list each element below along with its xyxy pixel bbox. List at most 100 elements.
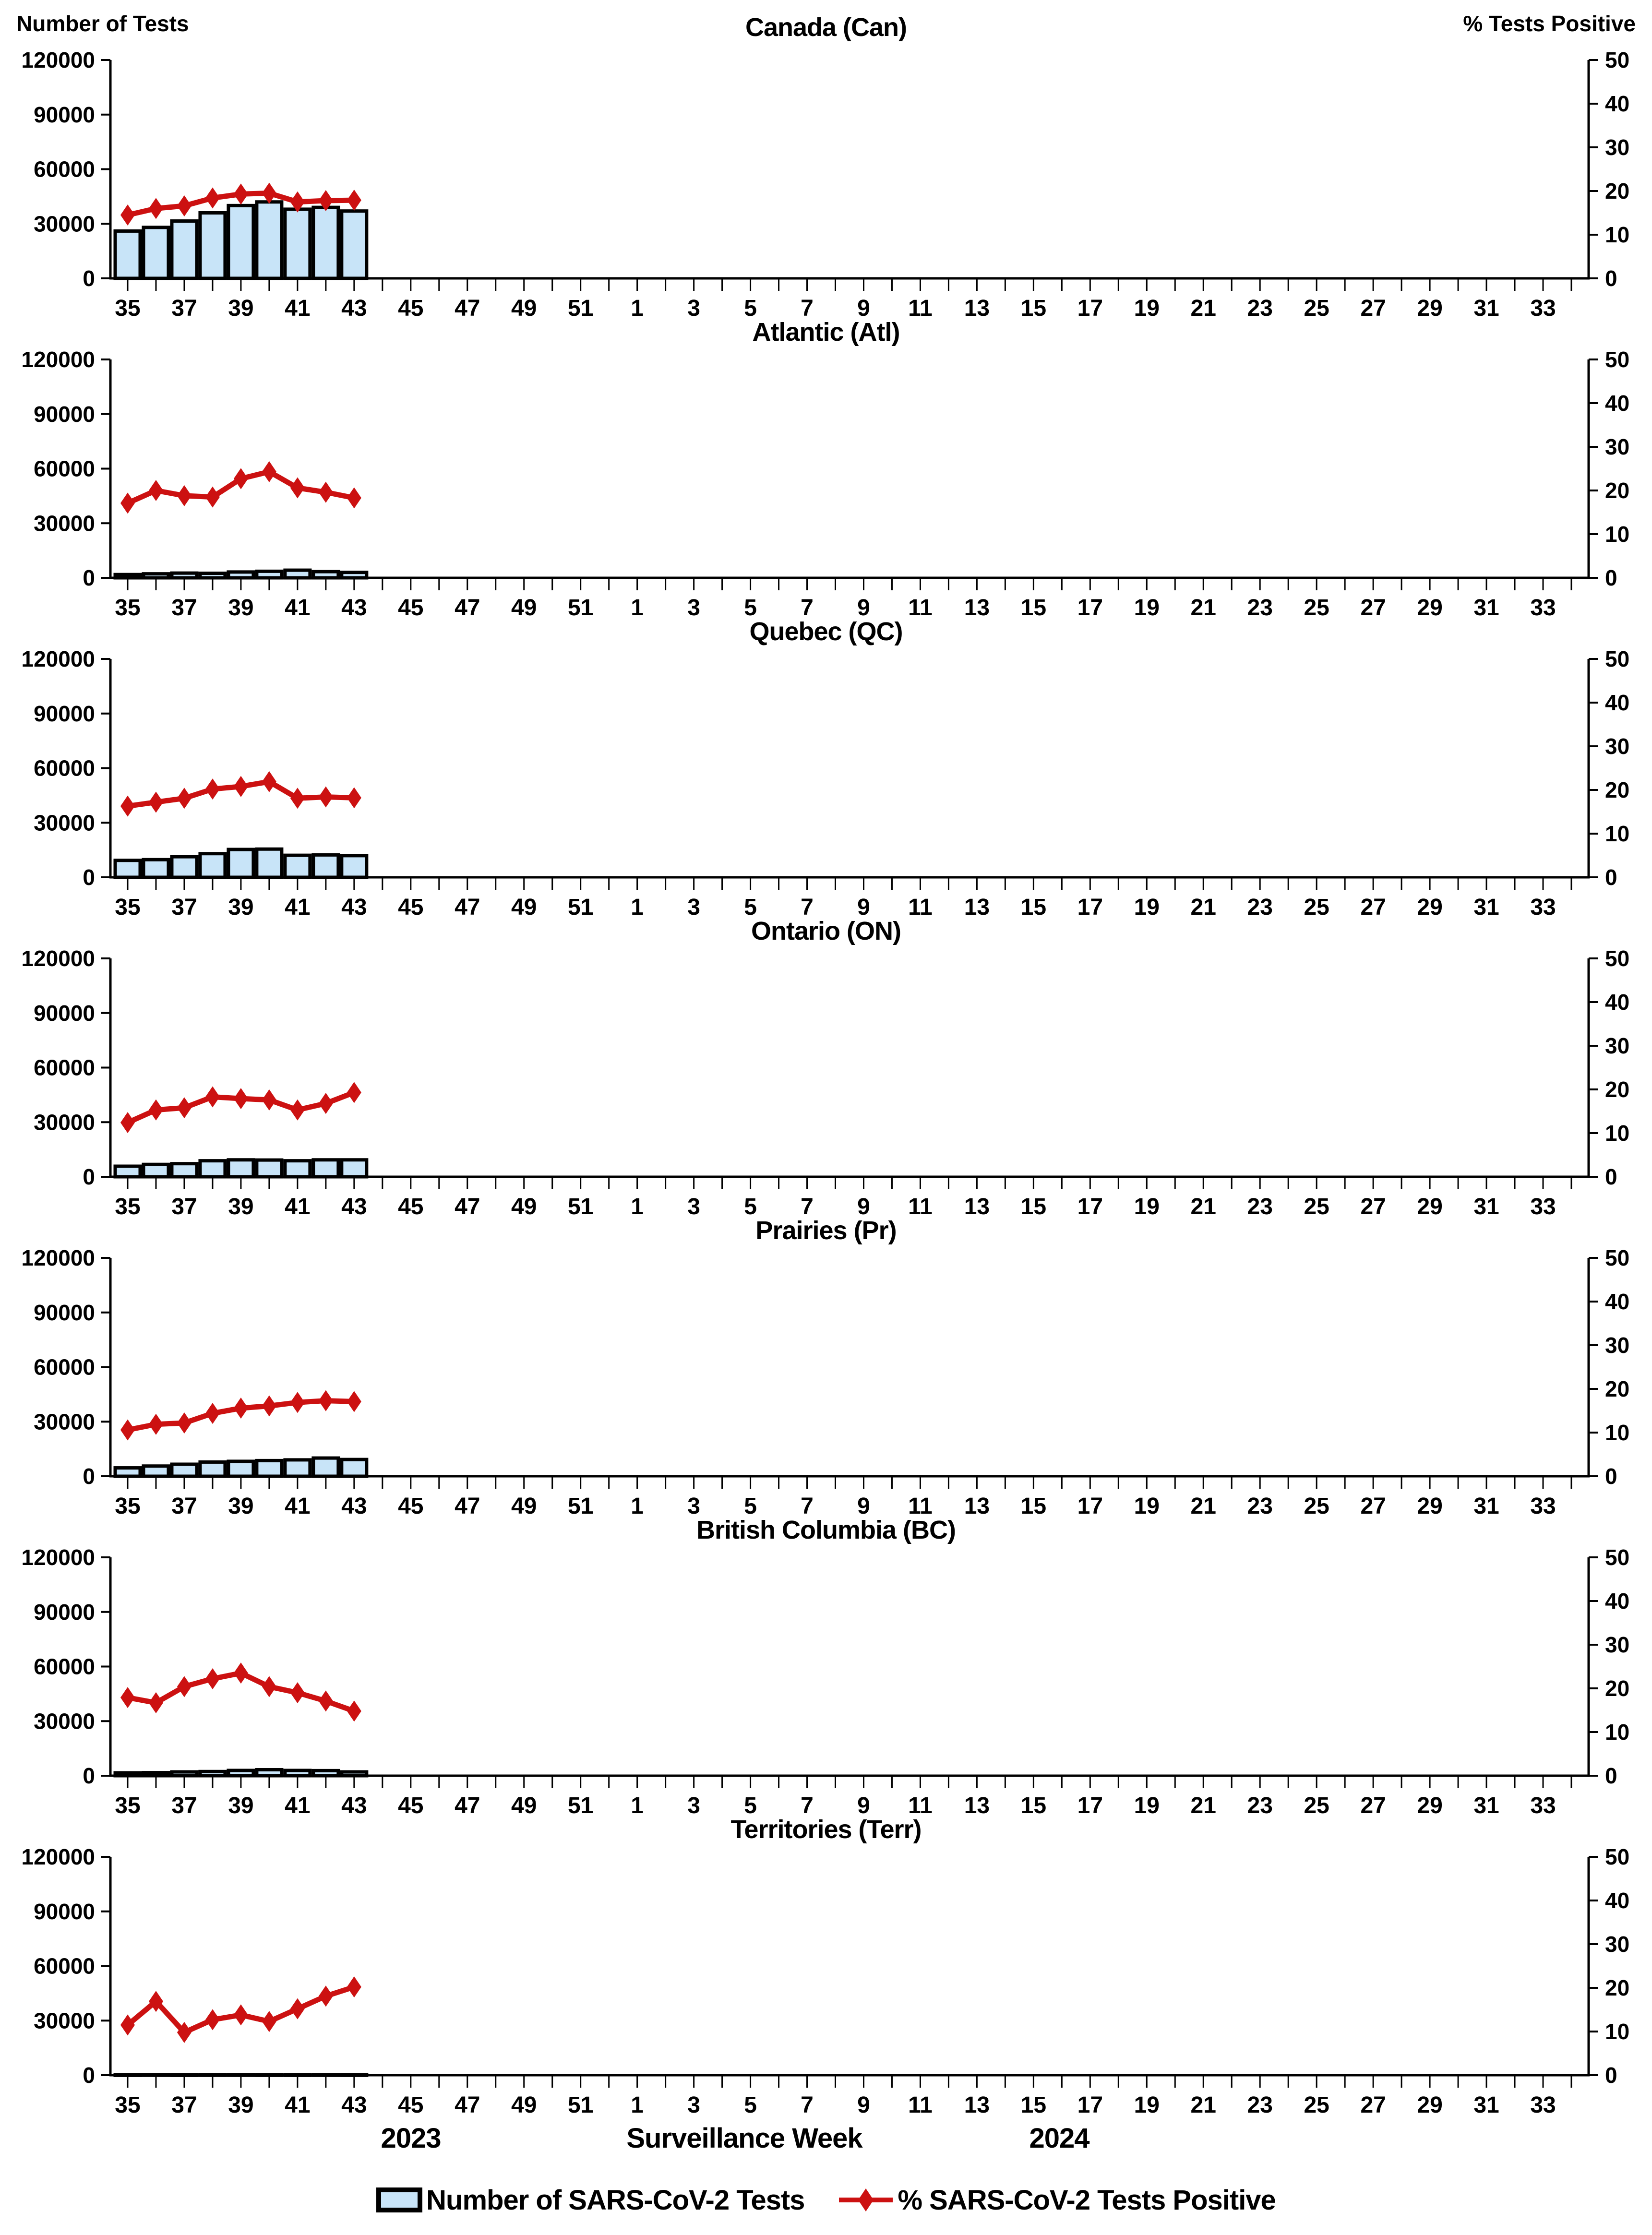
page-header: Number of Tests Canada (Can) % Tests Pos… [0,0,1652,48]
x-tick-label: 47 [455,1793,480,1814]
x-tick-label: 25 [1304,595,1329,616]
x-tick-label: 45 [398,1494,423,1515]
positivity-marker [318,190,333,212]
right-tick-label: 20 [1605,1376,1629,1401]
x-tick-label: 13 [964,1194,990,1215]
left-tick-label: 120000 [22,1246,96,1270]
x-tick-label: 3 [687,895,700,916]
x-tick-label: 37 [171,1194,197,1215]
x-tick-label: 49 [511,1494,537,1515]
tests-bar [227,1769,255,1778]
right-tick-label: 0 [1605,1464,1617,1489]
x-tick-label: 39 [228,1793,253,1814]
x-tick-label: 5 [744,595,757,616]
positivity-marker [318,1985,333,2007]
right-tick-label: 20 [1605,777,1629,802]
x-tick-label: 31 [1473,1194,1499,1215]
right-tick-label: 40 [1605,1888,1629,1913]
x-tick-label: 17 [1077,1793,1103,1814]
right-tick-label: 50 [1605,1246,1629,1270]
x-tick-label: 1 [631,296,644,317]
tests-bar [170,219,199,280]
x-tick-label: 25 [1304,1793,1329,1814]
x-tick-label: 27 [1360,1194,1386,1215]
x-tick-label: 51 [568,1793,593,1814]
tests-bar [113,1466,142,1478]
x-tick-label: 1 [631,1793,644,1814]
tests-bar [170,855,199,879]
x-tick-label: 19 [1134,595,1160,616]
x-tick-label: 45 [398,1793,423,1814]
x-tick-label: 39 [228,2092,253,2114]
x-tick-label: 39 [228,895,253,916]
x-tick-label: 5 [744,895,757,916]
x-tick-label: 3 [687,595,700,616]
positivity-marker [262,2011,276,2032]
x-tick-label: 13 [964,595,990,616]
x-tick-label: 31 [1473,1494,1499,1515]
x-tick-label: 41 [285,2092,310,2114]
x-tick-label: 35 [115,1194,140,1215]
right-tick-label: 30 [1605,135,1629,160]
positivity-marker [233,2004,248,2026]
left-tick-label: 60000 [34,1954,95,1979]
x-tick-label: 11 [908,595,933,616]
x-tick-label: 3 [687,1194,700,1215]
tests-bar [311,1158,340,1179]
x-tick-label: 23 [1247,895,1273,916]
x-tick-label: 33 [1530,1793,1556,1814]
right-tick-label: 20 [1605,1077,1629,1102]
tests-bar [311,205,340,280]
positivity-marker [120,2014,135,2036]
x-tick-label: 17 [1077,1194,1103,1215]
x-tick-label: 41 [285,1793,310,1814]
x-tick-label: 21 [1191,595,1216,616]
x-tick-label: 41 [285,296,310,317]
left-tick-label: 30000 [34,1409,95,1434]
positivity-marker [205,2009,220,2031]
x-tick-label: 11 [908,2092,933,2114]
positivity-marker [347,1700,361,1722]
tests-bar [283,207,312,280]
x-tick-label: 29 [1417,895,1442,916]
x-tick-label: 45 [398,296,423,317]
left-tick-label: 30000 [34,511,95,536]
x-tick-label: 13 [964,2092,990,2114]
x-tick-label: 25 [1304,296,1329,317]
x-tick-label: 7 [801,2092,814,2114]
positivity-marker [347,787,361,809]
right-tick-label: 10 [1605,1720,1629,1745]
right-tick-label: 40 [1605,391,1629,416]
x-tick-label: 7 [801,296,814,317]
positivity-marker [318,1390,333,1411]
x-tick-label: 49 [511,895,537,916]
x-tick-label: 35 [115,1793,140,1814]
x-tick-label: 9 [857,1793,870,1814]
x-tick-label: 37 [171,595,197,616]
x-tick-label: 19 [1134,2092,1160,2114]
positivity-marker [290,1392,305,1413]
x-tick-label: 7 [801,1494,814,1515]
tests-bar [142,572,170,580]
x-tick-label: 27 [1360,1494,1386,1515]
positivity-marker [262,182,276,204]
tests-bar [311,1769,340,1778]
legend-item-tests: Number of SARS-CoV-2 Tests [376,2184,805,2216]
legend: Number of SARS-CoV-2 Tests % SARS-CoV-2 … [0,2171,1652,2229]
positivity-line [120,1082,361,1134]
positivity-marker [233,1662,248,1684]
x-tick-label: 7 [801,595,814,616]
x-tick-label: 19 [1134,1194,1160,1215]
x-tick-label: 15 [1021,895,1046,916]
x-tick-label: 13 [964,1494,990,1515]
left-tick-label: 0 [83,1464,95,1489]
tests-bar [255,1458,284,1478]
x-tick-label: 17 [1077,2092,1103,2114]
x-tick-label: 17 [1077,1494,1103,1515]
x-tick-label: 23 [1247,1194,1273,1215]
x-tick-label: 43 [341,296,367,317]
right-tick-label: 40 [1605,990,1629,1015]
tests-bar [227,848,255,879]
x-tick-label: 9 [857,595,870,616]
